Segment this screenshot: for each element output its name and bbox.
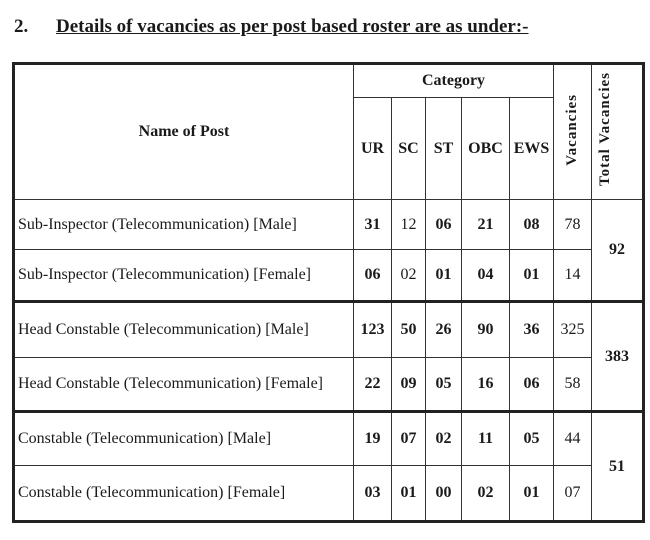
table-row: Head Constable (Telecommunication) [Fema… xyxy=(13,357,644,412)
vacancies-value: 07 xyxy=(553,465,592,522)
category-value-obc: 16 xyxy=(461,357,510,412)
category-ews: EWS xyxy=(509,97,554,200)
vacancies-value: 325 xyxy=(553,300,592,358)
vacancies-value: 58 xyxy=(553,357,592,412)
vacancies-header: Vacancies xyxy=(553,63,592,200)
category-value-sc: 01 xyxy=(391,465,426,522)
category-value-sc: 02 xyxy=(391,249,426,302)
category-value-ur: 123 xyxy=(353,300,392,358)
vacancies-value: 44 xyxy=(553,410,592,466)
table-row: Sub-Inspector (Telecommunication) [Femal… xyxy=(13,249,644,302)
total-vacancies-value: 51 xyxy=(591,410,644,522)
category-value-ur: 03 xyxy=(353,465,392,522)
section-heading: 2. Details of vacancies as per post based… xyxy=(14,16,529,38)
post-name: Constable (Telecommunication) [Male] xyxy=(13,410,354,466)
category-value-obc: 90 xyxy=(461,300,510,358)
table-row: Constable (Telecommunication) [Male] 19 07… xyxy=(13,410,644,522)
category-value-obc: 21 xyxy=(461,199,510,250)
post-name: Sub-Inspector (Telecommunication) [Femal… xyxy=(13,249,354,302)
total-vacancies-value: 92 xyxy=(591,199,644,302)
table-row: Sub-Inspector (Telecommunication) [Male]… xyxy=(13,199,644,302)
category-sc: SC xyxy=(391,97,426,200)
vacancies-header-text: Vacancies xyxy=(564,93,580,166)
vacancies-value: 14 xyxy=(553,249,592,302)
table-row: Constable (Telecommunication) [Female] 03… xyxy=(13,465,644,522)
total-vacancies-value: 383 xyxy=(591,300,644,412)
post-name: Sub-Inspector (Telecommunication) [Male] xyxy=(13,199,354,250)
category-value-ur: 19 xyxy=(353,410,392,466)
post-name: Head Constable (Telecommunication) [Male… xyxy=(13,300,354,358)
category-ur: UR xyxy=(353,97,392,200)
category-value-ur: 06 xyxy=(353,249,392,302)
vacancies-value: 78 xyxy=(553,199,592,250)
post-name: Constable (Telecommunication) [Female] xyxy=(13,465,354,522)
category-value-st: 26 xyxy=(425,300,462,358)
category-value-ews: 36 xyxy=(509,300,554,358)
category-value-ews: 01 xyxy=(509,249,554,302)
category-value-ur: 31 xyxy=(353,199,392,250)
category-value-sc: 12 xyxy=(391,199,426,250)
category-value-obc: 02 xyxy=(461,465,510,522)
category-value-st: 05 xyxy=(425,357,462,412)
category-obc: OBC xyxy=(461,97,510,200)
category-value-obc: 04 xyxy=(461,249,510,302)
category-value-sc: 50 xyxy=(391,300,426,358)
category-header: Category xyxy=(353,63,554,98)
total-vacancies-header: Total Vacancies xyxy=(591,63,644,200)
section-title: Details of vacancies as per post based r… xyxy=(56,16,529,37)
category-st: ST xyxy=(425,97,462,200)
category-value-st: 02 xyxy=(425,410,462,466)
name-of-post-header: Name of Post xyxy=(13,63,354,200)
section-number: 2. xyxy=(14,16,29,37)
category-value-ur: 22 xyxy=(353,357,392,412)
category-value-sc: 09 xyxy=(391,357,426,412)
vacancy-table: Name of Post Category Vacancies Total Va… xyxy=(12,62,645,523)
category-value-st: 01 xyxy=(425,249,462,302)
post-name: Head Constable (Telecommunication) [Fema… xyxy=(13,357,354,412)
category-value-sc: 07 xyxy=(391,410,426,466)
category-value-ews: 08 xyxy=(509,199,554,250)
category-value-ews: 01 xyxy=(509,465,554,522)
category-value-obc: 11 xyxy=(461,410,510,466)
category-value-ews: 05 xyxy=(509,410,554,466)
total-vacancies-header-text: Total Vacancies xyxy=(597,72,613,187)
category-value-st: 06 xyxy=(425,199,462,250)
category-value-ews: 06 xyxy=(509,357,554,412)
table-row: Head Constable (Telecommunication) [Male… xyxy=(13,300,644,412)
category-value-st: 00 xyxy=(425,465,462,522)
